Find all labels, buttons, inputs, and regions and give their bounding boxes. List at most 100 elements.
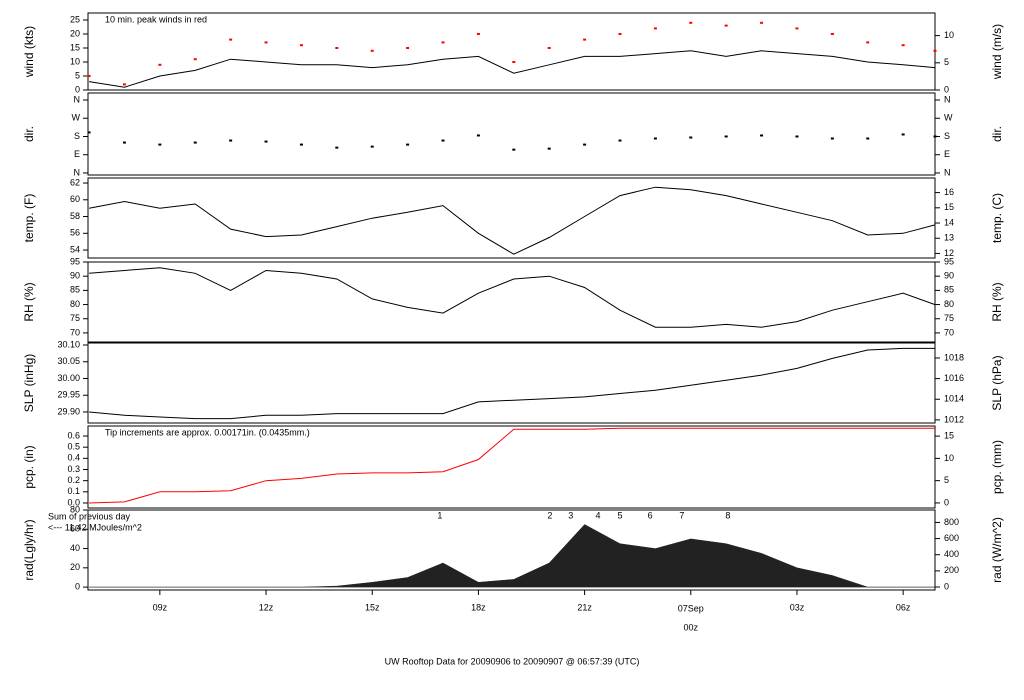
y2-tick-label: 1016	[944, 373, 964, 383]
y2-axis-label: SLP (hPa)	[990, 355, 1004, 410]
data-point	[724, 135, 728, 138]
y-tick-label: 29.90	[57, 406, 80, 416]
panel-frame	[87, 261, 936, 343]
x-tick-label: 09z	[153, 602, 168, 612]
y2-tick-label: 1012	[944, 414, 964, 424]
data-point	[830, 137, 834, 140]
data-point	[583, 38, 587, 41]
y-tick-label: 15	[70, 42, 80, 52]
y-tick-label: 0.0	[67, 497, 80, 507]
data-point	[441, 41, 445, 44]
data-point	[335, 146, 339, 149]
data-point	[901, 133, 905, 136]
data-point	[87, 131, 91, 134]
data-point	[264, 41, 268, 44]
y-tick-label: 29.95	[57, 390, 80, 400]
data-point	[760, 134, 764, 137]
data-point	[122, 83, 126, 86]
data-point	[583, 143, 587, 146]
y-tick-label: N	[74, 167, 81, 177]
panel-frame	[87, 92, 936, 176]
data-point	[547, 147, 551, 150]
y2-tick-label: 15	[944, 430, 954, 440]
data-point	[264, 140, 268, 143]
y-tick-label: 0.5	[67, 442, 80, 452]
panel-frame	[87, 425, 936, 509]
data-point	[866, 137, 870, 140]
y-tick-label: W	[72, 113, 81, 123]
data-point	[406, 143, 410, 146]
y2-tick-label: 12	[944, 248, 954, 258]
y2-tick-label: 80	[944, 299, 954, 309]
event-marker: 3	[568, 510, 573, 520]
event-marker: 8	[725, 510, 730, 520]
y2-tick-label: 400	[944, 549, 959, 559]
data-point	[653, 137, 657, 140]
data-point	[830, 33, 834, 35]
event-marker: 7	[679, 510, 684, 520]
data-line	[89, 186, 936, 255]
x-tick-label: 00z	[684, 622, 699, 632]
event-marker: 6	[648, 510, 653, 520]
y-tick-label: 80	[70, 299, 80, 309]
data-point	[901, 44, 905, 47]
x-date-label: 07Sep	[678, 603, 704, 613]
y-tick-label: 70	[70, 327, 80, 337]
y-tick-label: 95	[70, 256, 80, 266]
y-axis-label: dir.	[22, 126, 36, 142]
y-tick-label: S	[74, 131, 80, 141]
y2-tick-label: 85	[944, 285, 954, 295]
y2-tick-label: N	[944, 94, 951, 104]
y-tick-label: 5	[75, 70, 80, 80]
data-point	[441, 139, 445, 142]
y2-tick-label: S	[944, 131, 950, 141]
annotation: Sum of previous day	[48, 511, 131, 521]
y2-tick-label: 600	[944, 533, 959, 543]
y-tick-label: 0.2	[67, 475, 80, 485]
data-point	[299, 143, 303, 146]
y-axis-label: wind (kts)	[22, 26, 36, 78]
data-point	[795, 135, 799, 138]
y-tick-label: 30.00	[57, 373, 80, 383]
y-axis-label: rad(Lgly/hr)	[22, 519, 36, 580]
event-marker: 4	[596, 510, 601, 520]
panel-frame	[87, 12, 936, 91]
y-tick-label: 10	[70, 56, 80, 66]
data-point	[158, 63, 162, 66]
y2-tick-label: W	[944, 113, 953, 123]
y-tick-label: 62	[70, 177, 80, 187]
data-point	[370, 145, 374, 148]
y-tick-label: 60	[70, 524, 80, 534]
data-area	[88, 524, 936, 588]
panel-frame	[87, 177, 936, 259]
chart-title: UW Rooftop Data for 20090906 to 20090907…	[385, 656, 640, 666]
y2-tick-label: 16	[944, 187, 954, 197]
data-point	[229, 38, 233, 41]
event-marker: 2	[547, 510, 552, 520]
data-point	[229, 139, 233, 142]
data-point	[299, 44, 303, 47]
y2-axis-label: wind (m/s)	[990, 24, 1004, 80]
y2-tick-label: E	[944, 149, 950, 159]
x-tick-label: 21z	[577, 602, 592, 612]
y2-tick-label: 200	[944, 565, 959, 575]
y2-tick-label: 14	[944, 217, 954, 227]
y2-axis-label: RH (%)	[990, 282, 1004, 321]
y2-tick-label: 10	[944, 30, 954, 40]
data-point	[933, 49, 937, 52]
y-axis-label: SLP (inHg)	[22, 354, 36, 412]
x-tick-label: 06z	[896, 602, 911, 612]
y2-tick-label: 1014	[944, 394, 964, 404]
data-point	[547, 47, 551, 49]
y2-tick-label: 5	[944, 475, 949, 485]
y-tick-label: E	[74, 149, 80, 159]
data-point	[87, 75, 91, 77]
data-point	[406, 47, 410, 49]
data-point	[795, 27, 799, 30]
data-point	[512, 61, 516, 63]
panel-frame	[87, 509, 936, 591]
y-tick-label: 0.1	[67, 486, 80, 496]
y-axis-label: RH (%)	[22, 282, 36, 321]
event-marker: 1	[437, 510, 442, 520]
